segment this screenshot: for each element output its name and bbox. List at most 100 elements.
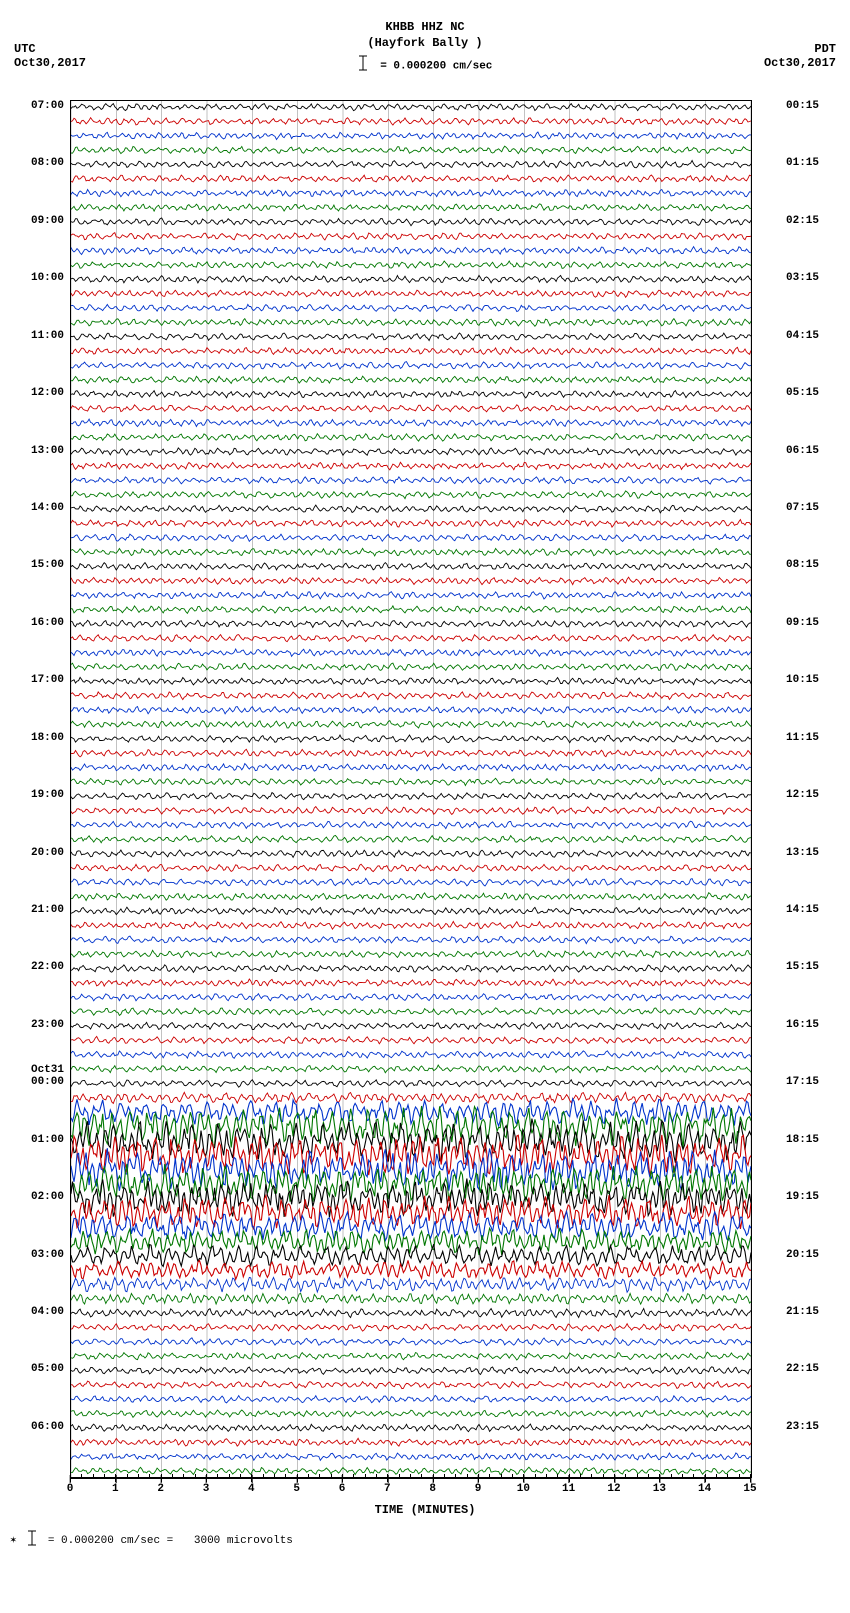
trace-row xyxy=(71,462,751,470)
trace-row xyxy=(71,893,751,901)
trace-row xyxy=(71,635,751,642)
x-tick-label: 12 xyxy=(607,1483,620,1495)
trace-row xyxy=(71,878,751,886)
trace-row xyxy=(71,1410,751,1417)
trace-row xyxy=(71,1092,751,1103)
trace-row xyxy=(71,563,751,571)
trace-row xyxy=(71,477,751,484)
trace-row xyxy=(71,505,751,513)
header-center: KHBB HHZ NC (Hayfork Bally ) = 0.000200 … xyxy=(0,20,850,76)
header-left: UTC Oct30,2017 xyxy=(14,42,86,70)
trace-row xyxy=(71,979,751,987)
pdt-time-label: 02:15 xyxy=(786,215,819,227)
x-axis-title: TIME (MINUTES) xyxy=(70,1503,780,1517)
utc-time-label: 11:00 xyxy=(31,330,64,342)
trace-row xyxy=(71,534,751,541)
x-tick-label: 15 xyxy=(743,1483,756,1495)
trace-row xyxy=(71,290,751,298)
trace-row xyxy=(71,333,751,341)
x-tick-label: 1 xyxy=(112,1483,119,1495)
trace-row xyxy=(71,1424,751,1432)
trace-row xyxy=(71,1022,751,1029)
trace-row xyxy=(71,261,751,269)
trace-row xyxy=(71,1367,751,1375)
trace-row xyxy=(71,1395,751,1403)
station-code: KHBB HHZ NC xyxy=(0,20,850,36)
trace-row xyxy=(71,835,751,842)
trace-row xyxy=(71,1293,751,1304)
trace-row xyxy=(71,1260,751,1279)
utc-time-label: 16:00 xyxy=(31,617,64,629)
trace-row xyxy=(71,994,751,1001)
trace-row xyxy=(71,1352,751,1360)
utc-time-label: 06:00 xyxy=(31,1421,64,1433)
trace-row xyxy=(71,247,751,255)
trace-row xyxy=(71,520,751,528)
pdt-time-label: 11:15 xyxy=(786,732,819,744)
x-tick-label: 4 xyxy=(248,1483,255,1495)
trace-row xyxy=(71,1467,751,1475)
trace-row xyxy=(71,175,751,182)
trace-row xyxy=(71,1381,751,1389)
y-axis-left: 07:0008:0009:0010:0011:0012:0013:0014:00… xyxy=(20,100,66,1476)
x-tick-label: 2 xyxy=(157,1483,164,1495)
trace-row xyxy=(71,132,751,140)
pdt-time-label: 09:15 xyxy=(786,617,819,629)
x-tick-label: 3 xyxy=(203,1483,210,1495)
trace-row xyxy=(71,807,751,815)
trace-row xyxy=(71,1309,751,1318)
trace-row xyxy=(71,749,751,757)
trace-row xyxy=(71,548,751,556)
header-right: PDT Oct30,2017 xyxy=(764,42,836,70)
utc-time-label: 01:00 xyxy=(31,1134,64,1146)
pdt-time-label: 01:15 xyxy=(786,157,819,169)
x-tick-label: 6 xyxy=(339,1483,346,1495)
x-tick-label: 13 xyxy=(653,1483,666,1495)
trace-row xyxy=(71,721,751,728)
utc-time-label: 03:00 xyxy=(31,1249,64,1261)
trace-row xyxy=(71,764,751,772)
trace-row xyxy=(71,405,751,412)
pdt-time-label: 18:15 xyxy=(786,1134,819,1146)
utc-time-label: 22:00 xyxy=(31,961,64,973)
trace-row xyxy=(71,778,751,785)
utc-time-label: 05:00 xyxy=(31,1363,64,1375)
trace-row xyxy=(71,391,751,398)
trace-row xyxy=(71,606,751,613)
utc-time-label: 13:00 xyxy=(31,445,64,457)
trace-row xyxy=(71,204,751,211)
pdt-time-label: 04:15 xyxy=(786,330,819,342)
pdt-time-label: 07:15 xyxy=(786,502,819,514)
x-tick-label: 0 xyxy=(67,1483,74,1495)
trace-row xyxy=(71,1036,751,1043)
footer-scale: ✶ = 0.000200 cm/sec = 3000 microvolts xyxy=(0,1518,850,1558)
trace-row xyxy=(71,864,751,871)
x-tick-label: 5 xyxy=(293,1483,300,1495)
utc-time-label: 12:00 xyxy=(31,387,64,399)
trace-row xyxy=(71,319,751,327)
x-tick-label: 9 xyxy=(475,1483,482,1495)
trace-row xyxy=(71,821,751,829)
trace-row xyxy=(71,922,751,930)
trace-row xyxy=(71,1080,751,1088)
trace-row xyxy=(71,735,751,743)
footer-text-suffix: 3000 microvolts xyxy=(194,1535,293,1547)
utc-time-label: 15:00 xyxy=(31,559,64,571)
trace-row xyxy=(71,1324,751,1331)
trace-row xyxy=(71,1051,751,1058)
trace-row xyxy=(71,1338,751,1346)
trace-row xyxy=(71,347,751,355)
station-location: (Hayfork Bally ) xyxy=(0,36,850,52)
trace-row xyxy=(71,1438,751,1446)
pdt-time-label: 23:15 xyxy=(786,1421,819,1433)
trace-row xyxy=(71,362,751,370)
trace-row xyxy=(71,649,751,656)
trace-row xyxy=(71,663,751,670)
utc-time-label: 07:00 xyxy=(31,100,64,112)
pdt-time-label: 21:15 xyxy=(786,1306,819,1318)
footer-mark: ✶ xyxy=(10,1535,17,1547)
trace-row xyxy=(71,850,751,858)
pdt-time-label: 08:15 xyxy=(786,559,819,571)
trace-row xyxy=(71,965,751,973)
trace-row xyxy=(71,491,751,499)
